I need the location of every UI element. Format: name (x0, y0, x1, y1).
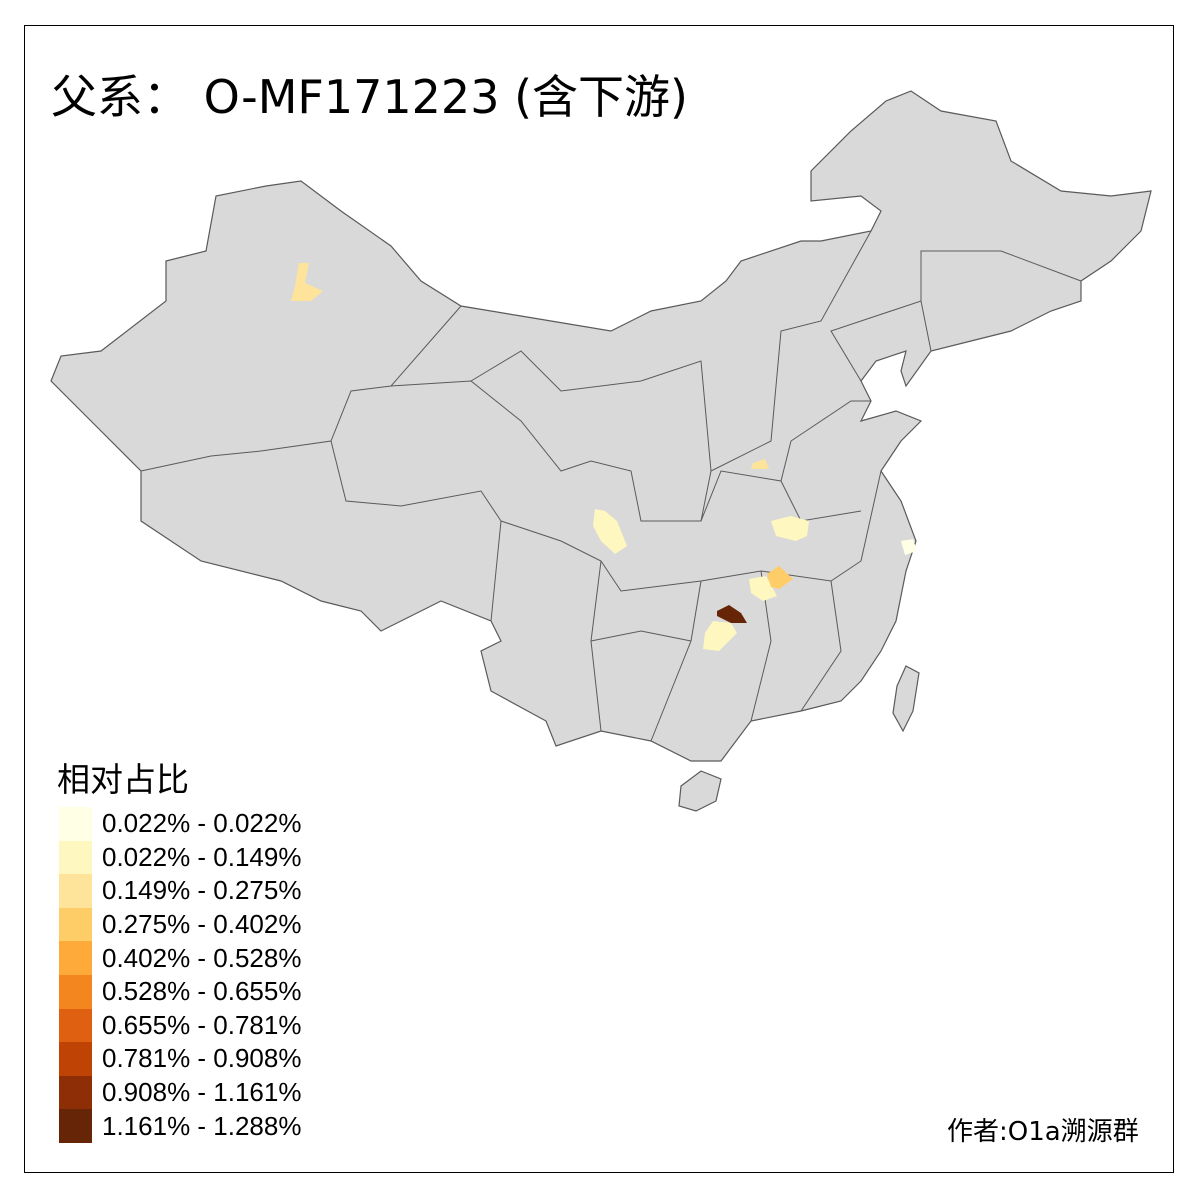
legend-item: 0.908% - 1.161% (59, 1075, 302, 1110)
legend-swatch (59, 907, 92, 942)
legend-label: 0.149% - 0.275% (102, 875, 302, 906)
legend-item: 0.022% - 0.022% (59, 807, 301, 841)
legend-label: 0.275% - 0.402% (102, 909, 302, 940)
mainland-region (50, 90, 1152, 762)
author-credit: 作者:O1a溯源群 (947, 1117, 1139, 1147)
map-frame: 父系： O-MF171223 (含下游) 相对占比 0.022% - 0.022… (24, 25, 1174, 1173)
legend-title: 相对占比 (57, 760, 189, 799)
legend-swatch (59, 1008, 92, 1043)
region-hunan-dark (717, 605, 747, 623)
legend-label: 0.781% - 0.908% (102, 1043, 302, 1074)
region-sichuan (593, 509, 627, 554)
legend-item: 0.781% - 0.908% (59, 1042, 301, 1076)
legend-item: 1.161% - 1.288% (59, 1109, 301, 1143)
legend-label: 0.022% - 0.149% (102, 841, 302, 872)
legend-item: 0.655% - 0.781% (59, 1008, 302, 1043)
region-hubei-south (749, 576, 777, 601)
legend-label: 0.022% - 0.022% (102, 808, 302, 839)
legend-swatch (59, 807, 92, 841)
china-map (50, 90, 1152, 812)
legend-item: 0.022% - 0.149% (59, 840, 302, 875)
legend-swatch (59, 1075, 92, 1110)
legend-swatch (59, 974, 92, 1009)
legend-label: 0.528% - 0.655% (102, 976, 302, 1007)
region-shanghai (901, 539, 917, 555)
legend-item: 0.275% - 0.402% (59, 907, 302, 942)
region-hunan-north (767, 566, 793, 589)
taiwan-region (892, 665, 920, 733)
legend-swatch (59, 941, 92, 975)
legend-label: 1.161% - 1.288% (102, 1110, 302, 1141)
legend-swatch (59, 874, 92, 908)
legend-swatch (59, 1042, 92, 1076)
legend-item: 0.149% - 0.275% (59, 874, 301, 908)
legend-label: 0.655% - 0.781% (102, 1009, 302, 1040)
legend-label: 0.402% - 0.528% (102, 942, 302, 973)
hainan-region (678, 770, 722, 812)
legend-item: 0.402% - 0.528% (59, 941, 301, 975)
map-title: 父系： O-MF171223 (含下游) (51, 70, 688, 124)
legend-swatch (59, 840, 92, 875)
legend: 0.022% - 0.022% 0.022% - 0.149% 0.149% - 0… (59, 807, 301, 1143)
region-henan (751, 459, 769, 469)
legend-item: 0.528% - 0.655% (59, 974, 302, 1009)
highlighted-prefectures (291, 263, 917, 651)
region-xinjiang (291, 263, 323, 301)
legend-label: 0.908% - 1.161% (102, 1077, 302, 1108)
region-hubei (771, 516, 809, 541)
legend-swatch (59, 1109, 92, 1143)
region-hunan-west (703, 621, 737, 651)
